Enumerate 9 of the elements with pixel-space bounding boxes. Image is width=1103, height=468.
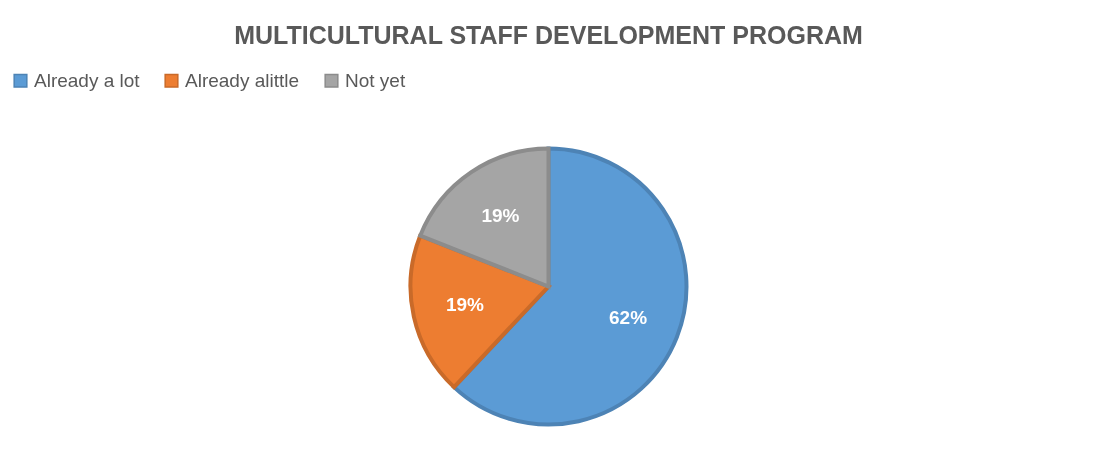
data-label: 19% (481, 204, 520, 226)
legend-label: Not yet (345, 69, 406, 91)
pie-slice (418, 146, 551, 289)
data-label: 19% (445, 294, 485, 316)
chart-title: MULTICULTURAL STAFF DEVELOPMENT PROGRAM (234, 21, 863, 49)
legend-label: Already alittle (185, 69, 300, 91)
legend-label: Already a lot (34, 69, 141, 91)
pie-slice (408, 233, 551, 390)
data-label: 62% (609, 307, 648, 328)
